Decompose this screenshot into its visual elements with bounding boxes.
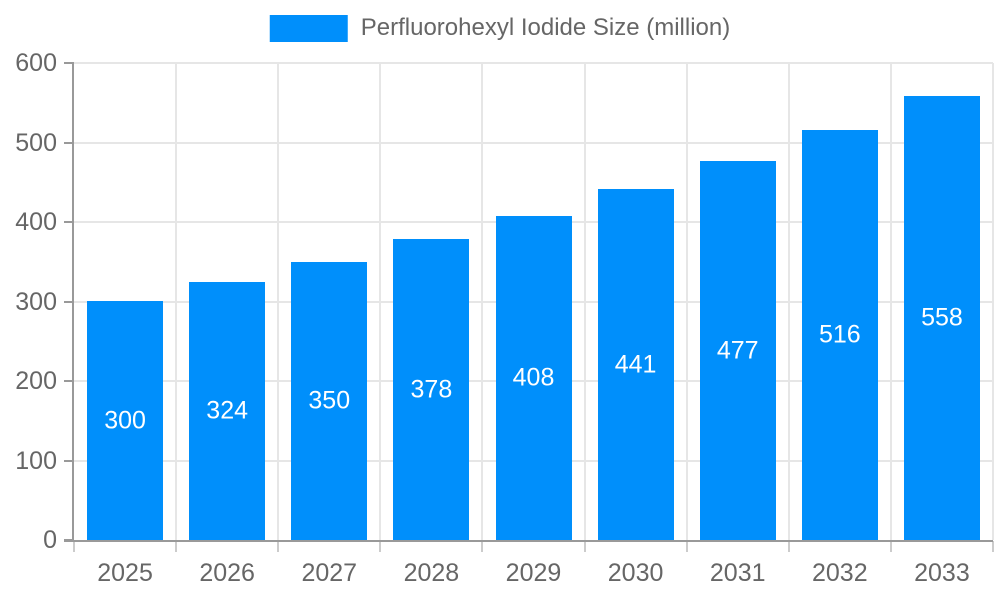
y-axis-tick-label: 500 bbox=[15, 128, 57, 157]
y-axis-tick-label: 300 bbox=[15, 287, 57, 316]
x-axis-tick bbox=[992, 541, 994, 552]
x-axis-tick bbox=[379, 541, 382, 552]
x-axis-tick-label: 2027 bbox=[301, 559, 358, 587]
x-axis-tick-label: 2026 bbox=[199, 559, 255, 587]
gridline-vertical bbox=[175, 63, 178, 540]
bar-2027[interactable]: 350 bbox=[291, 262, 368, 540]
y-axis-tick-label: 600 bbox=[15, 49, 57, 77]
gridline-vertical bbox=[481, 63, 484, 540]
gridline-horizontal bbox=[74, 62, 993, 64]
x-axis-line bbox=[64, 540, 993, 542]
bar-2029[interactable]: 408 bbox=[495, 216, 572, 540]
x-axis-tick bbox=[277, 541, 280, 552]
y-axis-line bbox=[72, 63, 74, 542]
y-axis-tick-label: 0 bbox=[43, 526, 57, 554]
gridline-vertical bbox=[583, 63, 586, 540]
bar-value-label: 378 bbox=[410, 375, 453, 403]
legend-item[interactable]: Perfluorohexyl Iodide Size (million) bbox=[269, 14, 731, 42]
bar-2031[interactable]: 477 bbox=[699, 161, 776, 540]
y-axis-tick bbox=[64, 62, 74, 64]
bar-2032[interactable]: 516 bbox=[801, 130, 878, 540]
x-axis-tick bbox=[73, 541, 75, 552]
x-axis-tick-label: 2025 bbox=[97, 559, 153, 587]
y-axis-tick-label: 100 bbox=[15, 446, 57, 475]
x-axis-tick-label: 2030 bbox=[607, 559, 664, 587]
gridline-vertical bbox=[277, 63, 280, 540]
legend-marker-swatch bbox=[269, 14, 348, 42]
bar-value-label: 408 bbox=[512, 363, 555, 392]
x-axis-tick-label: 2031 bbox=[709, 559, 766, 587]
x-axis-tick bbox=[175, 541, 178, 552]
y-axis-tick bbox=[64, 459, 74, 462]
bar-value-label: 516 bbox=[818, 320, 861, 349]
y-axis-tick-label: 400 bbox=[15, 208, 57, 236]
bar-value-label: 350 bbox=[308, 386, 351, 415]
bar-2026[interactable]: 324 bbox=[189, 282, 266, 540]
legend-label: Perfluorohexyl Iodide Size (million) bbox=[360, 14, 731, 41]
bar-value-label: 477 bbox=[716, 336, 759, 364]
bar-value-label: 558 bbox=[921, 303, 963, 332]
bar-2033[interactable]: 558 bbox=[903, 96, 980, 540]
gridline-vertical bbox=[889, 63, 892, 540]
gridline-vertical bbox=[787, 63, 790, 540]
x-axis-tick-label: 2029 bbox=[505, 559, 562, 587]
gridline-vertical bbox=[685, 63, 688, 540]
x-axis-tick bbox=[889, 541, 892, 552]
x-axis-tick-label: 2032 bbox=[812, 559, 868, 587]
bar-2028[interactable]: 378 bbox=[393, 239, 470, 540]
y-axis-tick bbox=[64, 380, 74, 382]
x-axis-tick-label: 2033 bbox=[914, 559, 970, 587]
bar-value-label: 324 bbox=[206, 396, 249, 425]
gridline-vertical bbox=[992, 63, 994, 540]
bar-2025[interactable]: 300 bbox=[87, 301, 164, 540]
x-axis-tick bbox=[685, 541, 688, 552]
x-axis-tick bbox=[787, 541, 790, 552]
bar-value-label: 300 bbox=[104, 406, 146, 434]
x-axis-tick bbox=[481, 541, 484, 552]
bar-value-label: 441 bbox=[614, 350, 657, 378]
x-axis-tick-label: 2028 bbox=[403, 559, 460, 587]
y-axis-tick bbox=[64, 141, 74, 144]
gridline-vertical bbox=[379, 63, 382, 540]
y-axis-tick bbox=[64, 221, 74, 223]
gridline-horizontal bbox=[74, 141, 993, 144]
y-axis-tick-label: 200 bbox=[15, 367, 57, 395]
bar-2030[interactable]: 441 bbox=[597, 189, 674, 540]
x-axis-tick bbox=[583, 541, 586, 552]
y-axis-tick bbox=[64, 300, 74, 303]
